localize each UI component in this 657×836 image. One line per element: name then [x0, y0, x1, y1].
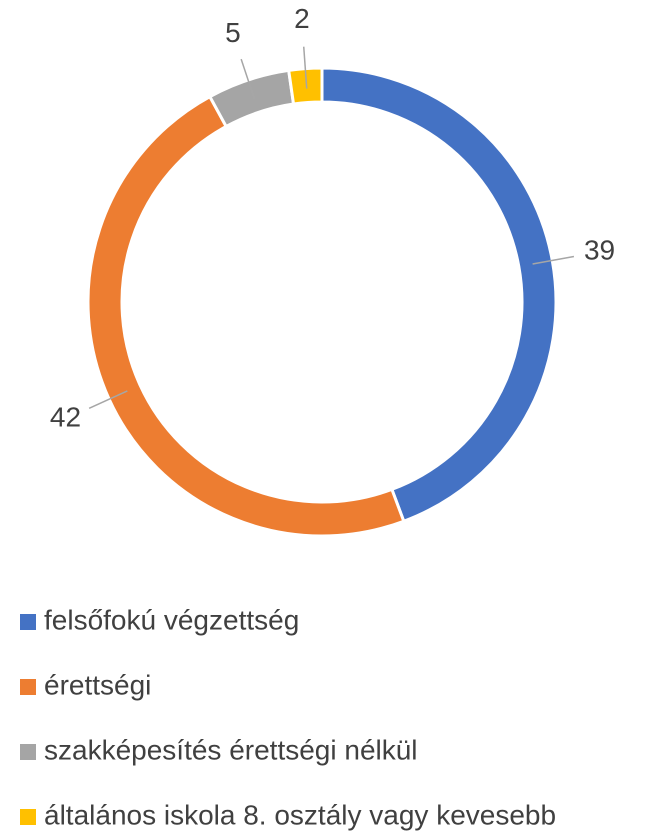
slice [320, 66, 558, 524]
leader-line [302, 46, 308, 89]
leader-line [532, 255, 575, 265]
legend-label: általános iskola 8. osztály vagy keveseb… [44, 799, 556, 830]
legend-label: felsőfokú végzettség [44, 604, 299, 635]
leader-line [240, 58, 256, 100]
legend-label: szakképesítés érettségi nélkül [44, 734, 418, 765]
slice [286, 66, 324, 106]
legend-swatch [20, 614, 36, 630]
data-label: 42 [50, 402, 81, 433]
slice [207, 68, 296, 129]
data-label: 39 [584, 234, 615, 265]
legend-swatch [20, 809, 36, 825]
legend-swatch [20, 744, 36, 760]
data-label: 5 [225, 17, 241, 48]
legend-label: érettségi [44, 669, 151, 700]
data-label: 2 [294, 3, 310, 34]
legend-swatch [20, 679, 36, 695]
leader-line [88, 390, 128, 410]
slice [86, 94, 406, 538]
